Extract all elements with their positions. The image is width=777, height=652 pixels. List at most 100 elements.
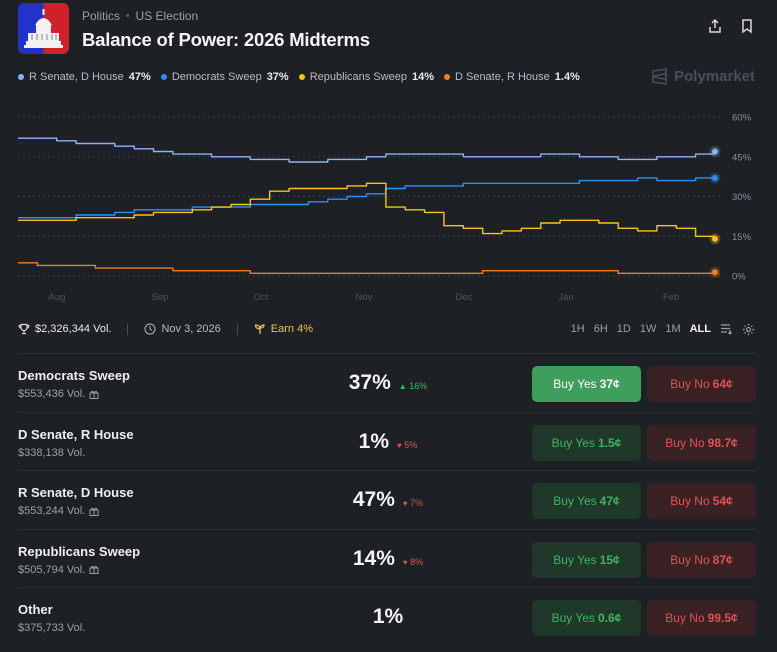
x-tick-label: Sep — [152, 292, 169, 303]
probability-change: ♥ 5% — [397, 440, 417, 450]
legend-item[interactable]: Republicans Sweep 14% — [298, 71, 434, 83]
buy-yes-price: 47¢ — [599, 494, 620, 508]
legend-item[interactable]: D Senate, R House 1.4% — [443, 71, 580, 83]
clock-icon — [144, 323, 157, 335]
x-tick-label: Nov — [356, 292, 373, 303]
buy-no-button[interactable]: Buy No 64¢ — [647, 366, 756, 402]
outcome-volume: $338,138 Vol. — [18, 447, 85, 459]
outcome-volume-value: $553,244 Vol. — [18, 505, 86, 517]
header-actions — [707, 18, 755, 34]
series-line — [18, 137, 716, 163]
legend-item[interactable]: Democrats Sweep 37% — [160, 71, 289, 83]
outcome-name: D Senate, R House — [18, 426, 134, 442]
buy-no-price: 64¢ — [712, 377, 733, 391]
breadcrumb: Politics • US Election — [82, 9, 198, 23]
brand-name: Polymarket — [674, 68, 755, 85]
probability-value: 37% — [348, 371, 391, 394]
probability-value: 14% — [352, 546, 395, 570]
buy-yes-price: 37¢ — [599, 377, 620, 391]
range-1w[interactable]: 1W — [639, 323, 657, 335]
arrow-down-icon: ♥ — [397, 440, 402, 450]
y-tick-label: 60% — [732, 113, 752, 124]
breadcrumb-us-election[interactable]: US Election — [135, 9, 199, 23]
change-value: 16% — [409, 381, 428, 391]
range-1d[interactable]: 1D — [616, 323, 631, 335]
gift-icon — [89, 507, 99, 516]
buy-yes-label: Buy Yes — [553, 494, 597, 508]
x-tick-label: Oct — [254, 292, 269, 303]
earn-value: Earn 4% — [270, 323, 313, 335]
buy-no-label: Buy No — [665, 435, 705, 450]
probability-value: 1% — [372, 605, 404, 628]
legend-value: 47% — [128, 71, 151, 83]
outcome-volume-value: $375,733 Vol. — [18, 622, 86, 634]
outcome-volume: $375,733 Vol. — [18, 622, 85, 634]
outcome-probability: 1% ♥ 5% — [318, 430, 458, 454]
buy-no-button[interactable]: Buy No 87¢ — [647, 541, 756, 578]
series-endpoint — [712, 174, 718, 181]
x-tick-label: Jan — [558, 292, 573, 303]
buy-yes-label: Buy Yes — [553, 552, 597, 567]
breadcrumb-politics[interactable]: Politics — [82, 9, 121, 23]
range-1h[interactable]: 1H — [570, 323, 585, 335]
legend-label: D Senate, R House — [454, 71, 550, 83]
arrow-down-icon: ♥ — [402, 557, 408, 567]
price-chart[interactable]: 60% 45% 30% 15% 0% Aug Sep Oct Nov Dec Jan Feb — [0, 100, 777, 305]
outcome-probability: 37% ▲ 16% — [318, 371, 458, 395]
bookmark-icon[interactable] — [739, 18, 755, 34]
arrow-up-icon: ▲ — [398, 382, 407, 391]
change-value: 5% — [404, 439, 418, 450]
buy-no-price: 54¢ — [712, 494, 733, 508]
x-tick-label: Dec — [456, 292, 473, 303]
buy-no-label: Buy No — [670, 494, 710, 508]
buy-yes-label: Buy Yes — [553, 377, 597, 391]
buy-no-button[interactable]: Buy No 54¢ — [647, 483, 756, 519]
legend-dot — [160, 74, 167, 80]
series-endpoint — [712, 148, 718, 155]
buy-no-price: 87¢ — [712, 552, 733, 567]
range-6h[interactable]: 6H — [593, 323, 608, 335]
buy-no-label: Buy No — [665, 611, 705, 625]
divider — [236, 323, 238, 335]
brand-logo: Polymarket — [651, 68, 755, 85]
outcome-row[interactable]: D Senate, R House $338,138 Vol. 1% ♥ 5% … — [18, 411, 756, 471]
time-range-selector: 1H 6H 1D 1W 1M ALL — [571, 323, 755, 336]
buy-yes-price: 1.5¢ — [598, 435, 622, 450]
earn-stat[interactable]: Earn 4% — [254, 323, 313, 335]
legend-dot — [18, 74, 24, 80]
filter-lines-icon[interactable] — [720, 323, 733, 335]
buy-yes-button[interactable]: Buy Yes 47¢ — [532, 483, 641, 519]
outcome-row[interactable]: R Senate, D House $553,244 Vol. 47% ♥ 7%… — [18, 470, 756, 529]
sprout-icon — [254, 324, 265, 334]
page-title: Balance of Power: 2026 Midterms — [82, 29, 370, 50]
share-icon[interactable] — [707, 18, 723, 34]
y-tick-label: 45% — [732, 152, 752, 163]
buy-no-button[interactable]: Buy No 98.7¢ — [647, 424, 756, 461]
outcome-volume-value: $338,138 Vol. — [18, 446, 86, 459]
volume-value: $2,326,344 Vol. — [35, 323, 112, 335]
buy-no-label: Buy No — [670, 552, 710, 567]
buy-yes-button[interactable]: Buy Yes 15¢ — [532, 541, 641, 578]
polymarket-icon — [652, 68, 667, 85]
buy-no-button[interactable]: Buy No 99.5¢ — [647, 600, 756, 636]
buy-yes-label: Buy Yes — [551, 611, 595, 625]
breadcrumb-separator: • — [126, 10, 130, 22]
outcome-volume-value: $553,436 Vol. — [18, 388, 86, 400]
outcome-row[interactable]: Republicans Sweep $505,794 Vol. 14% ♥ 8%… — [18, 528, 756, 588]
end-date-stat: Nov 3, 2026 — [144, 323, 221, 335]
outcome-row[interactable]: Other $375,733 Vol. 1% Buy Yes 0.6¢ Buy … — [18, 587, 756, 646]
legend-item[interactable]: R Senate, D House 47% — [18, 71, 151, 83]
range-all[interactable]: ALL — [689, 323, 711, 335]
range-1m[interactable]: 1M — [665, 323, 681, 335]
legend-label: R Senate, D House — [29, 71, 124, 83]
gift-icon — [89, 390, 99, 399]
outcome-name: Democrats Sweep — [18, 368, 130, 383]
buy-yes-button[interactable]: Buy Yes 1.5¢ — [532, 424, 641, 461]
settings-gear-icon[interactable] — [742, 323, 755, 336]
outcome-row[interactable]: Democrats Sweep $553,436 Vol. 37% ▲ 16% … — [18, 353, 756, 412]
buy-yes-button[interactable]: Buy Yes 37¢ — [532, 366, 641, 402]
outcome-volume: $505,794 Vol. — [18, 564, 99, 576]
buy-no-price: 99.5¢ — [707, 611, 738, 625]
outcome-probability: 47% ♥ 7% — [318, 488, 458, 512]
buy-yes-button[interactable]: Buy Yes 0.6¢ — [532, 600, 641, 636]
